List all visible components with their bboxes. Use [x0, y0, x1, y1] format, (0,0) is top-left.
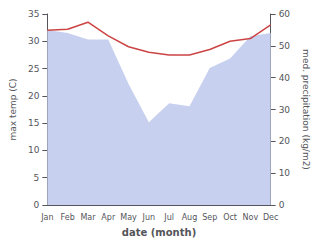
- svg-text:50: 50: [279, 41, 291, 51]
- svg-text:Mar: Mar: [80, 213, 96, 222]
- svg-text:20: 20: [28, 91, 40, 101]
- svg-text:Jan: Jan: [40, 213, 53, 222]
- svg-text:max temp (C): max temp (C): [8, 78, 18, 140]
- svg-text:20: 20: [279, 136, 291, 146]
- svg-text:5: 5: [34, 173, 40, 183]
- svg-text:Jun: Jun: [142, 213, 156, 222]
- svg-text:Feb: Feb: [61, 213, 75, 222]
- svg-text:date (month): date (month): [122, 227, 196, 238]
- svg-text:Apr: Apr: [101, 213, 116, 222]
- svg-text:Dec: Dec: [263, 213, 278, 222]
- svg-text:0: 0: [279, 200, 285, 210]
- svg-text:May: May: [120, 213, 137, 222]
- svg-text:0: 0: [34, 200, 40, 210]
- svg-text:Nov: Nov: [243, 213, 259, 222]
- svg-text:Oct: Oct: [223, 213, 237, 222]
- svg-text:Sep: Sep: [202, 213, 217, 222]
- svg-text:30: 30: [279, 105, 291, 115]
- svg-text:10: 10: [28, 145, 40, 155]
- svg-text:Jul: Jul: [163, 213, 174, 222]
- svg-text:Aug: Aug: [182, 213, 198, 222]
- svg-text:med. precipitation (kg/m2): med. precipitation (kg/m2): [301, 49, 311, 170]
- svg-text:10: 10: [279, 168, 291, 178]
- svg-text:25: 25: [28, 64, 39, 74]
- svg-text:40: 40: [279, 73, 291, 83]
- svg-text:30: 30: [28, 36, 40, 46]
- svg-text:15: 15: [28, 118, 39, 128]
- svg-text:35: 35: [28, 9, 39, 19]
- svg-text:60: 60: [279, 9, 291, 19]
